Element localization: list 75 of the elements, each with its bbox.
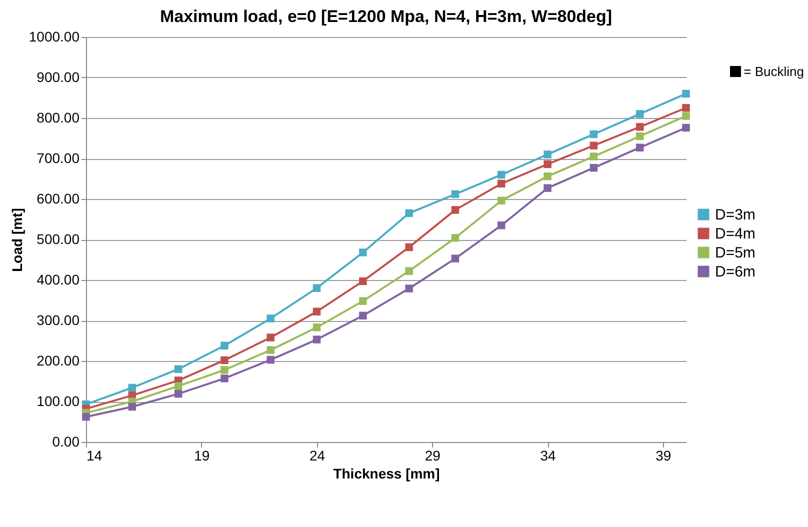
point xyxy=(682,124,690,132)
y-tick-label: 800.00 xyxy=(36,110,80,126)
point xyxy=(636,110,644,118)
y-tick-label: 500.00 xyxy=(36,231,80,247)
point xyxy=(498,196,506,204)
point xyxy=(359,297,367,305)
point xyxy=(312,284,321,292)
legend-label: D=4m xyxy=(715,226,756,242)
point xyxy=(266,356,274,364)
point xyxy=(636,132,644,140)
y-tick-label: 900.00 xyxy=(36,69,80,85)
point xyxy=(590,152,598,160)
chart-title: Maximum load, e=0 [E=1200 Mpa, N=4, H=3m, W=80deg] xyxy=(160,7,612,26)
point xyxy=(544,160,552,168)
point xyxy=(266,314,274,322)
y-tick-label: 200.00 xyxy=(36,352,80,368)
x-tick-label: 34 xyxy=(540,448,556,464)
x-tick-label: 24 xyxy=(309,448,326,464)
point xyxy=(405,209,413,218)
point xyxy=(451,206,460,214)
point xyxy=(128,384,136,392)
point xyxy=(498,180,506,188)
point xyxy=(451,254,460,262)
point xyxy=(220,356,228,364)
x-tick-label: 14 xyxy=(86,448,102,464)
point xyxy=(312,324,321,332)
point xyxy=(174,390,182,398)
legend-label: D=5m xyxy=(715,244,756,262)
x-tick-label: 29 xyxy=(424,448,441,464)
x-tick-label: 19 xyxy=(194,448,210,464)
point xyxy=(636,144,644,152)
point xyxy=(544,172,552,180)
y-tick-label: 1000.00 xyxy=(28,28,80,44)
point xyxy=(498,221,506,230)
point xyxy=(220,366,228,374)
point xyxy=(544,184,552,192)
y-tick-label: 400.00 xyxy=(36,272,80,288)
y-tick-label: 100.00 xyxy=(36,393,80,409)
x-axis-title: Thickness [mm] xyxy=(333,466,440,482)
legend-label: D=6m xyxy=(715,264,756,280)
point xyxy=(405,284,413,292)
point xyxy=(359,248,367,256)
point xyxy=(174,365,182,373)
point xyxy=(682,112,690,120)
point xyxy=(590,130,598,138)
point xyxy=(682,104,690,112)
point xyxy=(590,164,598,172)
point xyxy=(266,346,274,354)
point xyxy=(451,190,460,198)
point xyxy=(682,90,690,98)
y-tick-label: 300.00 xyxy=(36,312,80,328)
point xyxy=(359,277,367,286)
point xyxy=(405,267,413,275)
point xyxy=(544,150,552,158)
point xyxy=(174,382,182,390)
legend-label: D=3m xyxy=(715,206,756,224)
point xyxy=(451,234,460,242)
point xyxy=(312,308,321,316)
point xyxy=(128,402,136,411)
y-tick-label: 0.00 xyxy=(52,434,80,450)
y-tick-label: 600.00 xyxy=(36,190,80,206)
point xyxy=(498,170,506,179)
x-tick-label: 39 xyxy=(656,448,672,464)
point xyxy=(82,413,90,421)
point xyxy=(220,374,228,382)
point xyxy=(266,334,274,342)
point xyxy=(312,336,321,344)
y-axis-title: Load [mt] xyxy=(8,208,25,272)
point xyxy=(636,123,644,131)
point xyxy=(405,243,413,252)
point xyxy=(359,312,367,320)
point xyxy=(590,142,598,150)
y-tick-label: 700.00 xyxy=(36,150,80,166)
text: = Buckling xyxy=(744,64,804,79)
point xyxy=(220,342,228,350)
